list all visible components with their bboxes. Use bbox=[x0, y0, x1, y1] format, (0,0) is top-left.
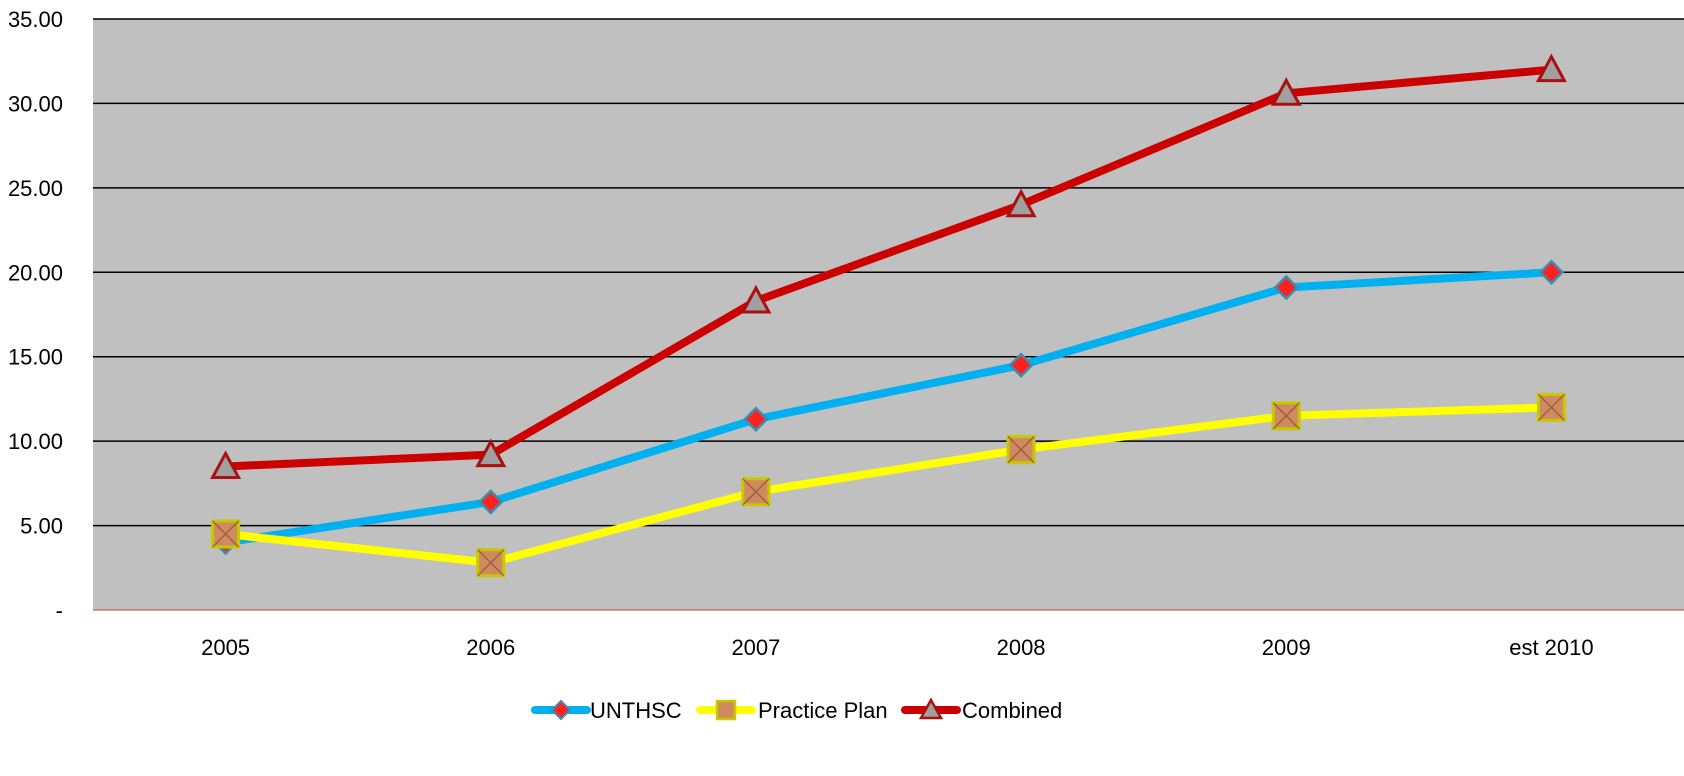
series-line bbox=[221, 403, 1556, 567]
marker-detail bbox=[1537, 393, 1565, 421]
marker-detail bbox=[212, 520, 240, 548]
y-tick-label: 5.00 bbox=[20, 514, 63, 539]
data-point-marker bbox=[475, 438, 507, 468]
legend-label: Combined bbox=[962, 698, 1062, 723]
y-tick-label: 25.00 bbox=[8, 176, 63, 201]
x-tick-label: 2006 bbox=[466, 635, 515, 660]
series-line bbox=[221, 268, 1556, 547]
legend-item: Practice Plan bbox=[696, 698, 888, 723]
gridlines bbox=[93, 18, 1684, 611]
series-practice-plan bbox=[211, 392, 1566, 578]
legend-label: UNTHSC bbox=[590, 698, 682, 723]
x-tick-label: est 2010 bbox=[1509, 635, 1593, 660]
data-point-marker bbox=[1270, 77, 1302, 106]
y-tick-label: 10.00 bbox=[8, 429, 63, 454]
y-tick-label: 20.00 bbox=[8, 260, 63, 285]
data-point-marker bbox=[740, 284, 772, 314]
legend: UNTHSC Practice Plan Combined bbox=[531, 697, 1062, 723]
y-tick-label: - bbox=[56, 598, 63, 623]
legend-swatch-marker bbox=[715, 699, 737, 721]
x-tick-label: 2008 bbox=[997, 635, 1046, 660]
data-point-marker bbox=[1273, 274, 1300, 301]
series-line bbox=[221, 65, 1556, 471]
x-tick-label: 2005 bbox=[201, 635, 250, 660]
data-point-marker bbox=[1005, 188, 1037, 218]
legend-item: UNTHSC bbox=[531, 698, 682, 723]
plot-area bbox=[93, 19, 1684, 610]
marker-detail bbox=[477, 549, 505, 577]
legend-swatch-marker bbox=[918, 697, 944, 720]
y-tick-label: 35.00 bbox=[8, 7, 63, 32]
y-axis-ticks: - 5.00 10.00 15.00 20.00 25.00 30.00 35.00 bbox=[8, 7, 63, 623]
data-point-marker bbox=[743, 406, 769, 432]
y-tick-label: 15.00 bbox=[8, 345, 63, 370]
data-point-marker bbox=[210, 450, 242, 479]
legend-item: Combined bbox=[901, 697, 1062, 723]
marker-detail bbox=[1272, 402, 1300, 430]
marker-detail bbox=[742, 478, 770, 506]
y-tick-label: 30.00 bbox=[8, 91, 63, 116]
legend-label: Practice Plan bbox=[758, 698, 888, 723]
series-combined bbox=[210, 53, 1567, 479]
legend-swatch-marker bbox=[550, 699, 572, 721]
x-tick-label: 2007 bbox=[731, 635, 780, 660]
data-point-marker bbox=[1008, 352, 1034, 378]
data-point-marker bbox=[1538, 259, 1565, 286]
x-axis-ticks: 2005 2006 2007 2008 2009 est 2010 bbox=[201, 635, 1594, 660]
series-group bbox=[210, 53, 1567, 578]
data-point-marker bbox=[477, 489, 504, 515]
data-point-marker bbox=[1535, 53, 1567, 83]
x-tick-label: 2009 bbox=[1262, 635, 1311, 660]
marker-detail bbox=[1007, 436, 1035, 464]
